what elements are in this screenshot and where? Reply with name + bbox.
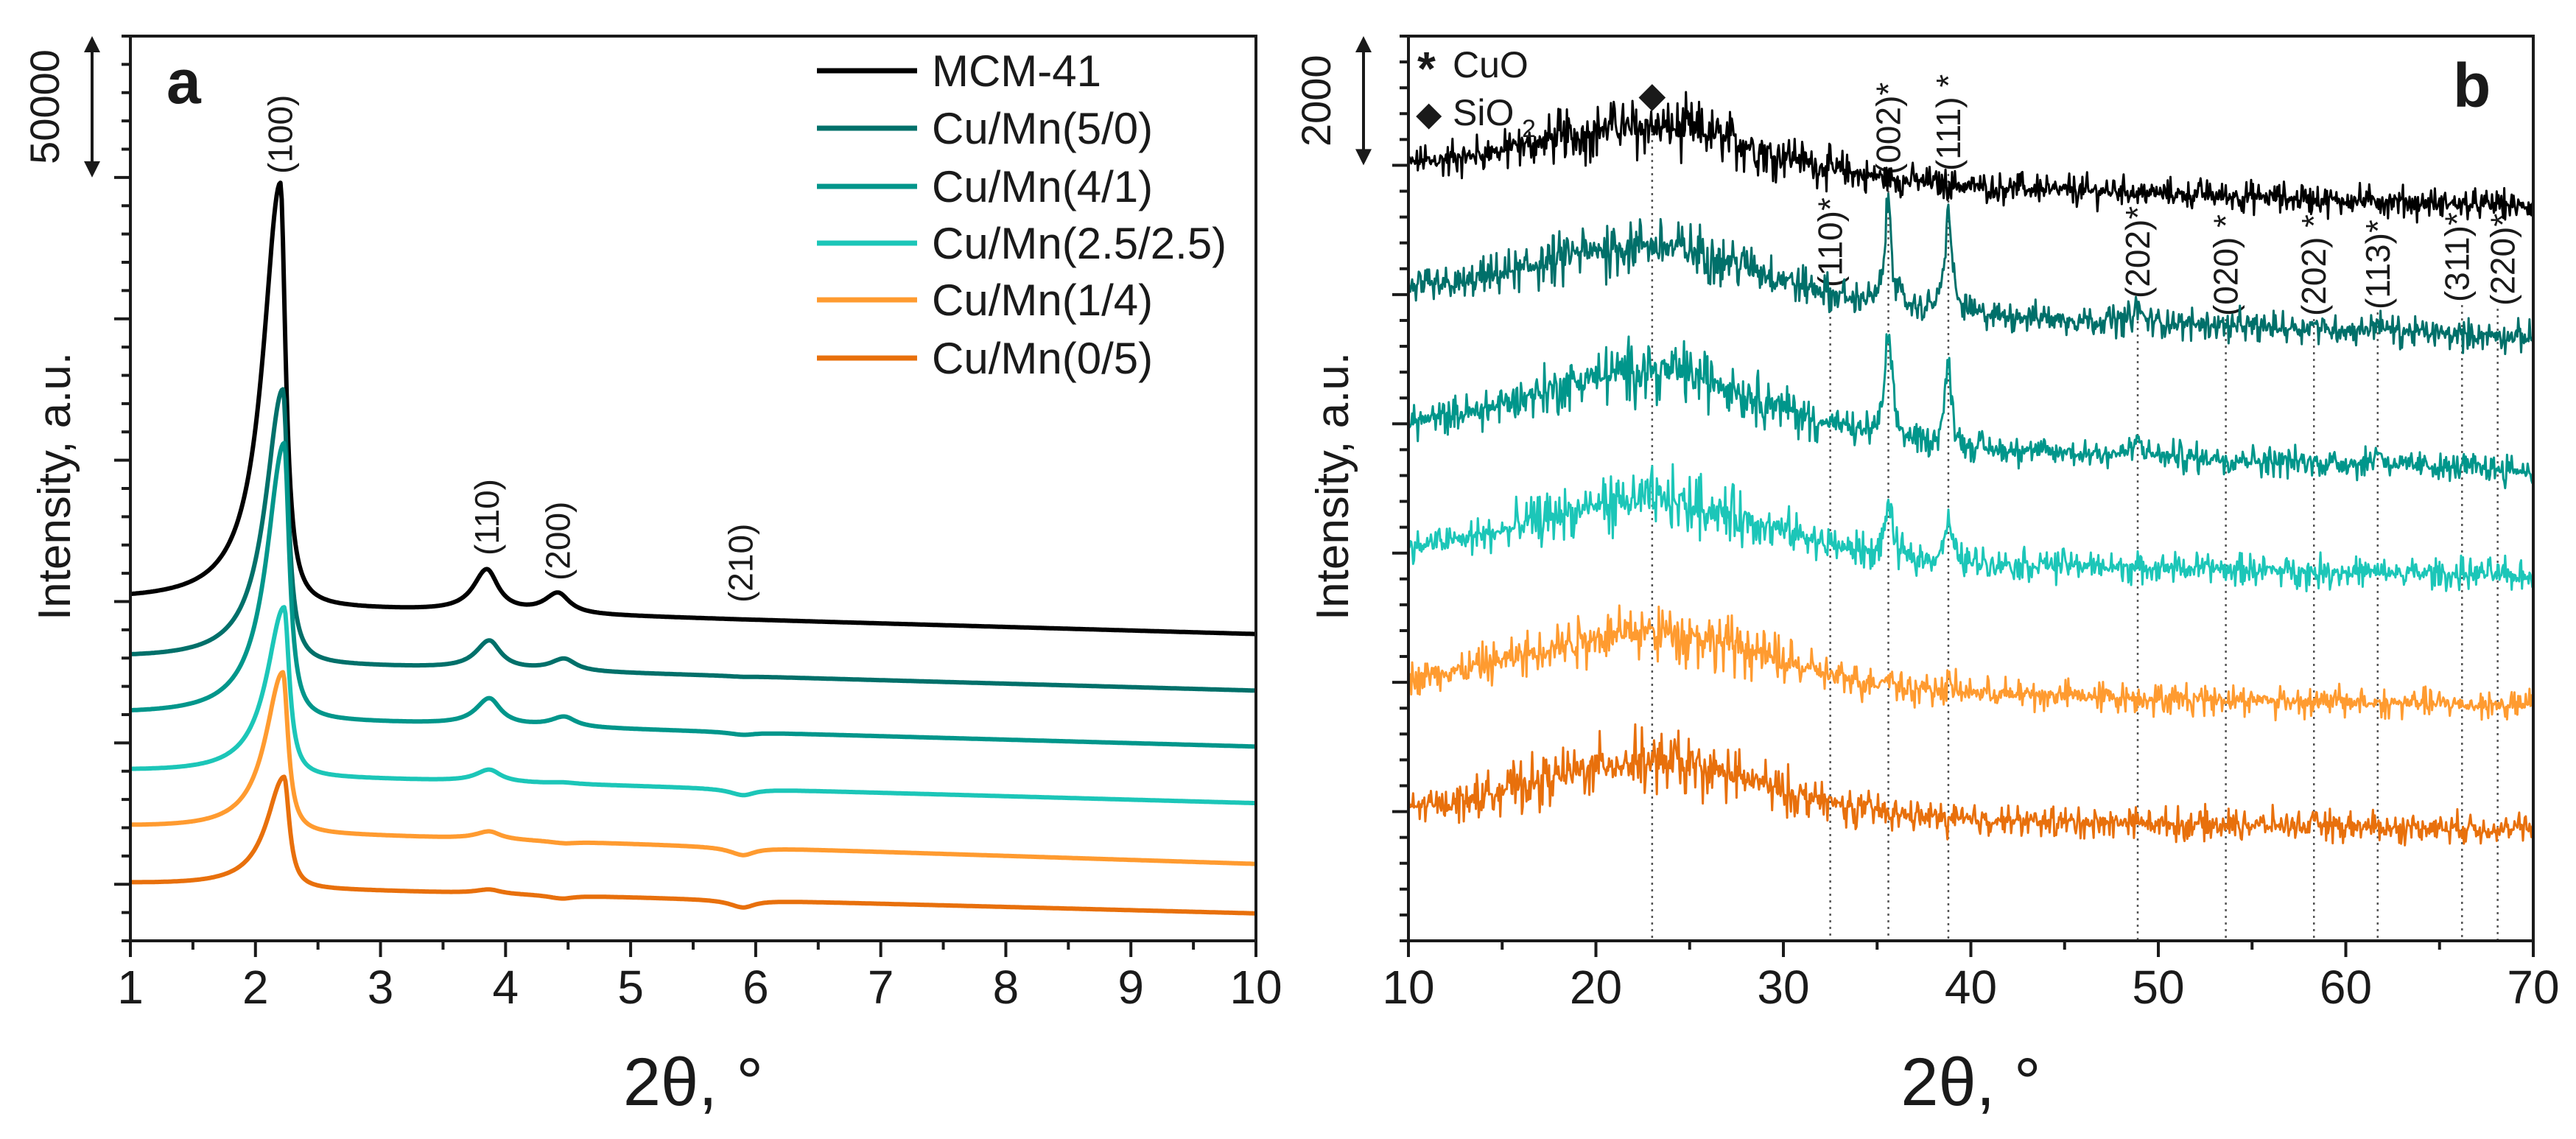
x-tick-label: 2	[242, 961, 269, 1014]
series-line-3	[129, 605, 1257, 806]
x-tick-label: 4	[493, 961, 519, 1014]
legend-label: Cu/Mn(4/1)	[932, 162, 1153, 211]
series-line-0	[129, 181, 1257, 637]
series-line-0	[1407, 91, 2534, 224]
peak-label: (020) *	[2207, 214, 2245, 316]
scale-bar-label: 2000	[1293, 55, 1339, 147]
x-tick-label: 70	[2507, 961, 2559, 1014]
x-tick-label: 8	[993, 961, 1019, 1014]
x-tick-label: 3	[368, 961, 394, 1014]
x-tick-label: 40	[1945, 961, 1997, 1014]
x-tick-label: 30	[1757, 961, 1809, 1014]
x-tick-label: 1	[117, 961, 144, 1014]
series-line-2	[129, 441, 1257, 749]
x-tick-label: 10	[1229, 961, 1282, 1014]
scale-arrow-down-icon	[1355, 149, 1372, 166]
legend-label: SiO	[1453, 92, 1514, 133]
series-line-5	[129, 774, 1257, 916]
peak-label: (202) *	[2295, 214, 2333, 316]
x-tick-label: 7	[868, 961, 894, 1014]
peak-label: (002)*	[1870, 83, 1908, 175]
peak-label: (311)*	[2438, 212, 2476, 302]
x-tick-label: 9	[1117, 961, 1144, 1014]
peak-label: (113)*	[2359, 220, 2397, 309]
legend-label: Cu/Mn(5/0)	[932, 104, 1153, 153]
plot-frame	[1407, 35, 2535, 942]
x-tick-label: 20	[1570, 961, 1622, 1014]
x-axis-title: 2θ, °	[623, 1045, 763, 1120]
cuo-asterisk-icon: *	[1417, 42, 1436, 95]
series-line-3	[1407, 463, 2535, 592]
peak-label: (220)*	[2484, 214, 2522, 306]
x-tick-label: 50	[2132, 961, 2184, 1014]
peak-label: (110)*	[1811, 197, 1850, 287]
x-tick-label: 5	[617, 961, 644, 1014]
series-line-4	[129, 670, 1257, 866]
peak-label: (210)	[722, 524, 760, 603]
panel-a: 1 2 3 4 5 6 7 8 9 10 2θ, ° Intensity, a.u. 50000 a (10…	[21, 35, 1282, 1120]
panel-label: a	[166, 47, 202, 116]
panel-label: b	[2453, 51, 2491, 120]
legend-label: Cu/Mn(1/4)	[932, 276, 1153, 325]
series-line-2	[1407, 333, 2535, 490]
peak-label: (100)	[262, 95, 300, 174]
x-tick-label: 60	[2320, 961, 2372, 1014]
peak-label: (111) *	[1929, 74, 1968, 171]
y-axis-title: Intensity, a.u.	[1308, 352, 1358, 620]
sio2-diamond-marker: ◆	[1638, 76, 1666, 115]
x-tick-label: 10	[1382, 961, 1434, 1014]
legend-label: CuO	[1453, 44, 1529, 85]
peak-label: (202)*	[2119, 206, 2157, 298]
peak-label: (110)	[468, 479, 506, 556]
x-axis-title: 2θ, °	[1901, 1045, 2040, 1120]
scale-bar-label: 50000	[21, 49, 68, 164]
series-line-4	[1407, 604, 2535, 722]
scale-arrow-down-icon	[84, 161, 100, 178]
scale-arrow-up-icon	[1355, 36, 1372, 52]
legend-label: Cu/Mn(0/5)	[932, 334, 1153, 383]
legend-label: Cu/Mn(2.5/2.5)	[932, 219, 1226, 268]
x-tick-label: 6	[743, 961, 769, 1014]
legend-label: MCM-41	[932, 46, 1101, 96]
sio2-diamond-icon: ◆	[1416, 94, 1442, 133]
peak-label: (200)	[539, 502, 578, 581]
series-line-5	[1407, 723, 2535, 847]
series-line-1	[1407, 192, 2535, 355]
scale-arrow-up-icon	[84, 36, 100, 52]
legend-subscript: 2	[1522, 115, 1536, 143]
series-line-1	[129, 387, 1257, 693]
y-axis-title: Intensity, a.u.	[29, 352, 80, 620]
panel-b: ◆ (110)* (002)* (111) * (202)* (020) * (202) *…	[1293, 35, 2560, 1120]
